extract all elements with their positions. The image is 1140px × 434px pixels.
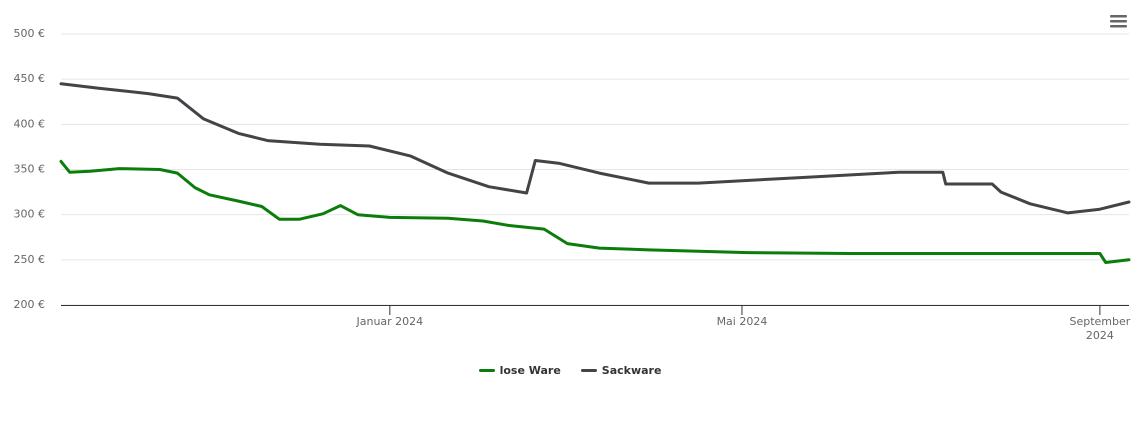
x-tick-label: Januar 2024 [356,315,424,328]
menu-bar [1110,25,1127,28]
y-tick-label: 300 € [14,208,46,221]
menu-button[interactable] [1110,15,1127,28]
series-line [59,82,1131,215]
x-tick-label: September 2024 [1069,315,1131,342]
legend-item[interactable]: lose Ware [478,364,561,377]
legend-label: Sackware [601,364,662,377]
y-tick-label: 350 € [14,163,46,176]
y-tick-label: 450 € [14,72,46,85]
legend: lose Ware Sackware [0,364,1140,377]
menu-bar [1110,20,1127,23]
y-tick-label: 500 € [14,27,46,40]
legend-label: lose Ware [499,364,561,377]
x-tick-label: Mai 2024 [716,315,768,328]
legend-swatch [478,369,495,372]
legend-swatch [580,369,597,372]
y-tick-label: 400 € [14,117,46,130]
y-tick-label: 250 € [14,253,46,266]
menu-bar [1110,15,1127,18]
y-tick-label: 200 € [14,298,46,311]
legend-item[interactable]: Sackware [580,364,662,377]
series-line [59,159,1131,264]
